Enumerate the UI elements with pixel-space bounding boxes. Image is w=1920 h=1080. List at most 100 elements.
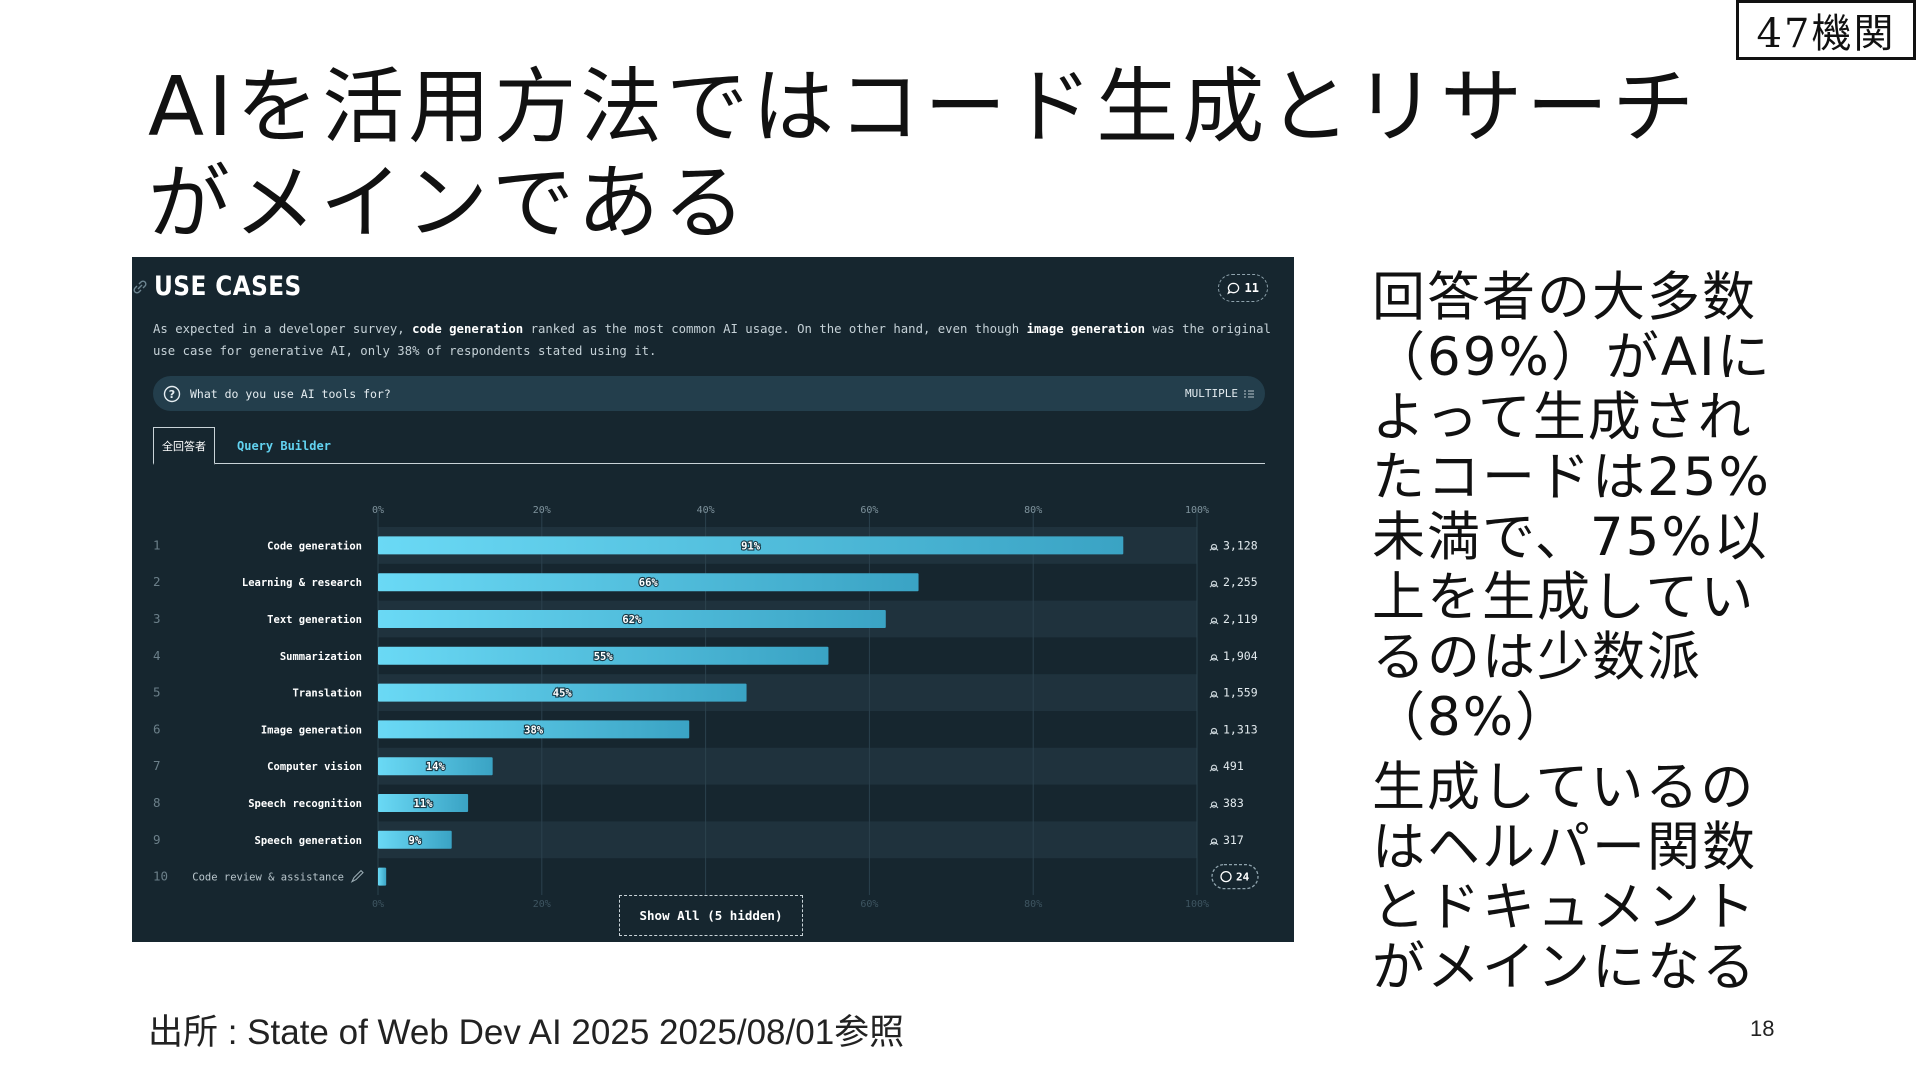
x-tick-label: 0% bbox=[372, 505, 384, 516]
row-comments-button[interactable] bbox=[1211, 863, 1259, 890]
respondent-count: 1,313 bbox=[1209, 722, 1258, 736]
tab-all-respondents[interactable]: 全回答者 bbox=[153, 427, 215, 465]
panel-title: USE CASES bbox=[154, 271, 302, 302]
value-label: 14% bbox=[426, 761, 446, 773]
comment-count: 11 bbox=[1244, 281, 1259, 295]
value-label: 55% bbox=[594, 651, 614, 663]
x-tick-label: 60% bbox=[860, 899, 878, 910]
respondent-count: 2,119 bbox=[1209, 612, 1258, 626]
count-label: 3,128 bbox=[1223, 538, 1258, 552]
desc-highlight: image generation bbox=[1026, 322, 1146, 336]
count-label: 383 bbox=[1223, 796, 1244, 810]
desc-text: was the original use case for generative… bbox=[153, 322, 1271, 358]
respondent-count: 2,255 bbox=[1209, 575, 1258, 589]
category-label: Code generation bbox=[267, 540, 362, 552]
list-icon bbox=[1244, 389, 1254, 398]
x-tick-label: 100% bbox=[1185, 899, 1209, 910]
rank-label: 10 bbox=[153, 869, 168, 884]
comments-button[interactable]: 11 bbox=[1217, 274, 1268, 302]
user-icon bbox=[1209, 543, 1219, 551]
user-icon bbox=[1209, 838, 1219, 846]
respondent-count: 1,904 bbox=[1209, 649, 1258, 663]
x-tick-label: 60% bbox=[860, 505, 878, 516]
rank-label: 6 bbox=[153, 721, 161, 736]
row-comment-count: 24 bbox=[1236, 871, 1250, 884]
respondent-count: 491 bbox=[1209, 759, 1244, 773]
user-icon bbox=[1209, 764, 1219, 772]
show-all-button[interactable]: Show All (5 hidden) bbox=[619, 895, 803, 936]
bar bbox=[378, 830, 452, 849]
rank-label: 9 bbox=[153, 832, 161, 847]
category-label: Learning & research bbox=[242, 577, 362, 589]
user-icon bbox=[1209, 580, 1219, 588]
desc-highlight: code generation bbox=[412, 322, 524, 336]
x-tick-label: 20% bbox=[533, 899, 551, 910]
x-tick-label: 40% bbox=[697, 505, 715, 516]
question-text: What do you use AI tools for? bbox=[190, 386, 391, 401]
value-label: 9% bbox=[409, 835, 422, 847]
value-label: 66% bbox=[639, 577, 659, 589]
side-paragraph: 回答者の大多数（69%）がAIによって生成されたコードは25%未満で、75%以上… bbox=[1372, 267, 1772, 748]
organization-logo: 47機関 bbox=[1736, 0, 1916, 60]
user-icon bbox=[1209, 727, 1219, 735]
link-icon[interactable] bbox=[132, 279, 148, 295]
question-mode: MULTIPLE bbox=[1185, 387, 1255, 400]
tab-bar: 全回答者 Query Builder bbox=[153, 427, 1265, 465]
x-tick-label: 0% bbox=[372, 899, 384, 910]
category-label: Code review & assistance bbox=[192, 872, 344, 884]
respondent-count: 1,559 bbox=[1209, 686, 1258, 700]
bar bbox=[378, 794, 469, 812]
category-label: Summarization bbox=[280, 651, 362, 663]
user-icon bbox=[1209, 617, 1219, 625]
value-label: 38% bbox=[524, 724, 544, 736]
use-cases-panel: USE CASES 11 As expected in a developer … bbox=[132, 257, 1294, 942]
category-label: Translation bbox=[292, 688, 362, 700]
bar bbox=[378, 610, 886, 628]
category-label: Speech recognition bbox=[248, 798, 362, 810]
value-label: 11% bbox=[414, 798, 434, 810]
question-mode-label: MULTIPLE bbox=[1185, 387, 1238, 400]
value-label: 91% bbox=[741, 540, 761, 552]
user-icon bbox=[1209, 654, 1219, 662]
comment-icon bbox=[1226, 282, 1239, 294]
edit-icon[interactable] bbox=[350, 869, 364, 883]
bar bbox=[378, 867, 387, 886]
bar bbox=[378, 757, 493, 776]
value-label: 62% bbox=[622, 614, 642, 626]
value-label: 45% bbox=[553, 688, 573, 700]
row-band bbox=[378, 821, 1197, 859]
help-icon: ? bbox=[163, 385, 181, 402]
row-band bbox=[378, 747, 1197, 785]
panel-description: As expected in a developer survey, code … bbox=[153, 318, 1273, 362]
count-label: 2,119 bbox=[1223, 612, 1258, 626]
rank-label: 5 bbox=[153, 685, 161, 700]
slide-title: AIを活用方法ではコード生成とリサーチがメインである bbox=[148, 60, 1699, 251]
x-tick-label: 20% bbox=[533, 505, 551, 516]
count-label: 1,904 bbox=[1223, 649, 1258, 663]
rank-label: 2 bbox=[153, 574, 161, 589]
x-tick-label: 80% bbox=[1024, 899, 1042, 910]
count-label: 2,255 bbox=[1223, 575, 1258, 589]
desc-text: As expected in a developer survey, bbox=[153, 322, 413, 336]
x-tick-label: 100% bbox=[1185, 505, 1209, 516]
count-label: 1,559 bbox=[1223, 686, 1258, 700]
rank-label: 1 bbox=[153, 537, 161, 552]
category-label: Speech generation bbox=[255, 835, 362, 847]
bar bbox=[378, 720, 690, 739]
bar bbox=[378, 646, 829, 665]
desc-text: ranked as the most common AI usage. On t… bbox=[523, 322, 1027, 336]
rank-label: 8 bbox=[153, 795, 161, 810]
bar bbox=[378, 683, 747, 702]
count-label: 317 bbox=[1223, 833, 1244, 847]
respondent-count: 317 bbox=[1209, 833, 1244, 847]
count-label: 1,313 bbox=[1223, 722, 1258, 736]
category-label: Computer vision bbox=[267, 761, 362, 773]
count-label: 491 bbox=[1223, 759, 1244, 773]
user-icon bbox=[1209, 801, 1219, 809]
source-citation: 出所 : State of Web Dev AI 2025 2025/08/01… bbox=[148, 1013, 905, 1052]
tab-query-builder[interactable]: Query Builder bbox=[237, 439, 331, 453]
category-label: Image generation bbox=[261, 724, 362, 736]
side-notes: 回答者の大多数（69%）がAIによって生成されたコードは25%未満で、75%以上… bbox=[1372, 268, 1792, 1008]
question-bar[interactable]: ? What do you use AI tools for? MULTIPLE bbox=[153, 376, 1265, 411]
bar bbox=[378, 536, 1124, 555]
